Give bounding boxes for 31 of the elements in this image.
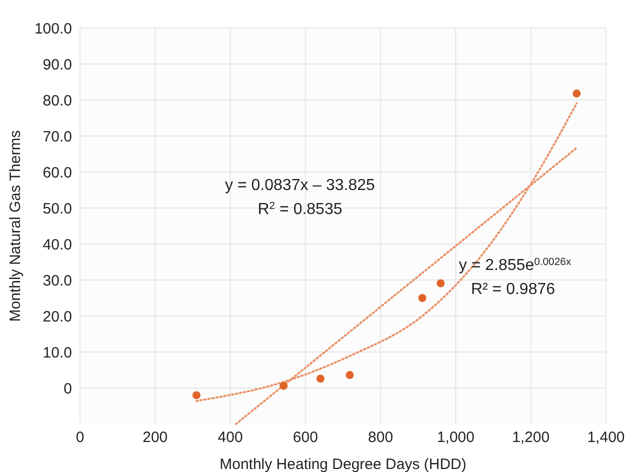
y-tick-label: 50.0 — [42, 200, 72, 218]
point — [436, 279, 445, 288]
x-tick-label: 600 — [292, 429, 318, 446]
point — [572, 90, 581, 98]
x-tick-label: 1,200 — [512, 429, 550, 446]
y-tick-label: 0 — [64, 380, 72, 398]
y-tick-label: 40.0 — [42, 236, 72, 254]
y-tick-label: 60.0 — [42, 164, 72, 182]
x-tick-label: 1,000 — [436, 429, 474, 446]
y-tick-label: 10.0 — [42, 344, 72, 362]
x-axis-title: Monthly Heating Degree Days (HDD) — [220, 456, 466, 472]
y-tick-label: 100.0 — [34, 20, 72, 38]
y-axis-title: Monthly Natural Gas Therms — [7, 130, 24, 322]
y-tick-label: 20.0 — [42, 308, 72, 326]
point — [418, 294, 426, 302]
y-tick-label: 90.0 — [42, 56, 72, 74]
x-tick-label: 1,400 — [587, 429, 625, 446]
y-tick-label: 70.0 — [42, 128, 72, 146]
annotation: y = 0.0837x – 33.825 — [225, 177, 376, 194]
x-tick-label: 0 — [76, 429, 84, 446]
y-tick-label: 30.0 — [42, 272, 72, 290]
x-tick-label: 800 — [368, 429, 394, 446]
point — [192, 391, 200, 400]
annotation: R$^{2}$ = 0.8535 — [258, 200, 342, 218]
y-tick-label: 80.0 — [42, 92, 72, 110]
point — [316, 374, 324, 383]
annotation: R² = 0.9876 — [470, 281, 556, 298]
x-tick-label: 200 — [142, 429, 168, 446]
point — [280, 382, 288, 390]
point — [346, 371, 354, 380]
x-tick-label: 400 — [218, 429, 243, 446]
